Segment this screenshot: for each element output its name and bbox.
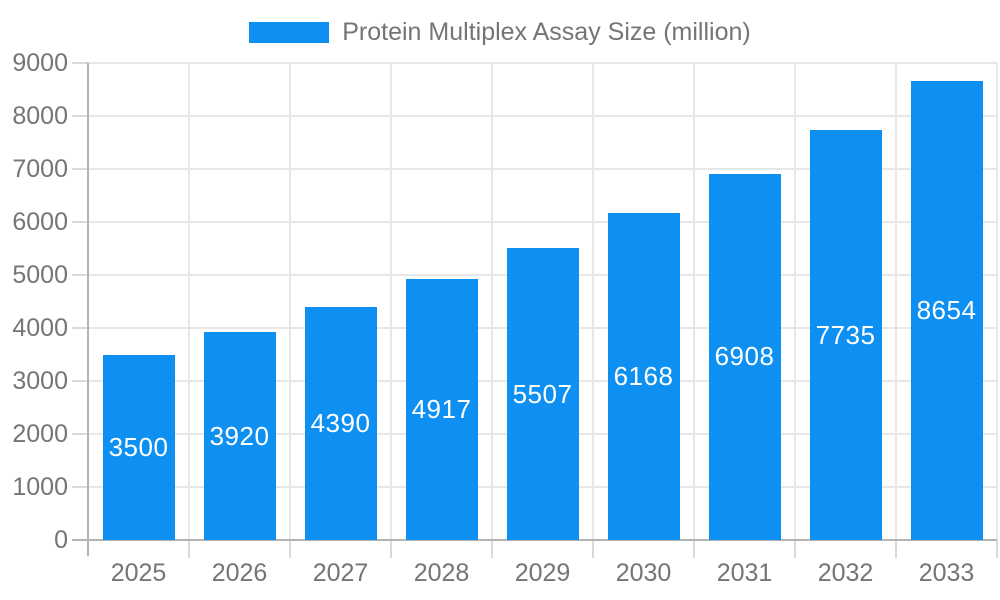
bar-value-label: 4390: [310, 408, 371, 439]
x-axis-line: [87, 539, 997, 541]
x-axis-label: 2032: [817, 559, 874, 587]
h-gridline: [88, 221, 997, 223]
y-axis-label: 5000: [12, 261, 68, 289]
x-axis-label: 2030: [615, 559, 672, 587]
legend-label: Protein Multiplex Assay Size (million): [342, 17, 751, 46]
bar: 6168: [607, 213, 680, 540]
x-axis-label: 2031: [716, 559, 773, 587]
y-axis-label: 8000: [12, 102, 68, 130]
x-tick: [188, 540, 190, 558]
bar-value-label: 3920: [209, 420, 270, 451]
y-tick: [72, 115, 88, 117]
v-gridline: [390, 63, 392, 540]
y-tick: [72, 380, 88, 382]
y-axis-label: 4000: [12, 314, 68, 342]
x-tick: [592, 540, 594, 558]
h-gridline: [88, 62, 997, 64]
bar-value-label: 7735: [815, 319, 876, 350]
y-tick: [72, 221, 88, 223]
bar: 7735: [809, 130, 882, 540]
y-axis-label: 9000: [12, 49, 68, 77]
x-axis-label: 2025: [110, 559, 167, 587]
y-axis-label: 1000: [12, 473, 68, 501]
legend-swatch-icon: [249, 21, 330, 43]
v-gridline: [289, 63, 291, 540]
y-axis-label: 6000: [12, 208, 68, 236]
v-gridline: [491, 63, 493, 540]
x-axis-label: 2026: [211, 559, 268, 587]
y-tick: [72, 486, 88, 488]
x-tick: [693, 540, 695, 558]
v-gridline: [794, 63, 796, 540]
x-tick: [794, 540, 796, 558]
bar: 3920: [203, 332, 276, 540]
v-gridline: [188, 63, 190, 540]
v-gridline: [895, 63, 897, 540]
bar-value-label: 5507: [512, 378, 573, 409]
y-axis-label: 3000: [12, 367, 68, 395]
bar: 4917: [405, 279, 478, 540]
y-tick: [72, 539, 88, 541]
bar: 5507: [506, 248, 579, 540]
bar-value-label: 6168: [613, 361, 674, 392]
x-tick: [390, 540, 392, 558]
y-tick: [72, 274, 88, 276]
bar: 3500: [102, 354, 175, 540]
x-axis-label: 2029: [514, 559, 571, 587]
bar-value-label: 6908: [714, 341, 775, 372]
y-axis-label: 7000: [12, 155, 68, 183]
bar: 4390: [304, 307, 377, 540]
bar-value-label: 3500: [108, 431, 169, 462]
y-tick: [72, 62, 88, 64]
v-gridline: [592, 63, 594, 540]
x-tick: [289, 540, 291, 558]
x-axis-label: 2027: [312, 559, 369, 587]
y-axis-label: 0: [54, 526, 68, 554]
y-axis-line: [87, 63, 89, 556]
bar: 8654: [910, 81, 983, 540]
v-gridline: [693, 63, 695, 540]
x-axis-label: 2028: [413, 559, 470, 587]
y-tick: [72, 433, 88, 435]
y-tick: [72, 168, 88, 170]
chart-legend: Protein Multiplex Assay Size (million): [0, 14, 1000, 50]
bar: 6908: [708, 173, 781, 540]
x-tick: [895, 540, 897, 558]
v-gridline: [996, 63, 998, 540]
bar-value-label: 8654: [916, 295, 977, 326]
x-tick: [491, 540, 493, 558]
x-axis-label: 2033: [918, 559, 975, 587]
y-tick: [72, 327, 88, 329]
bar-value-label: 4917: [411, 394, 472, 425]
h-gridline: [88, 115, 997, 117]
x-tick: [996, 540, 998, 558]
h-gridline: [88, 168, 997, 170]
y-axis-label: 2000: [12, 420, 68, 448]
